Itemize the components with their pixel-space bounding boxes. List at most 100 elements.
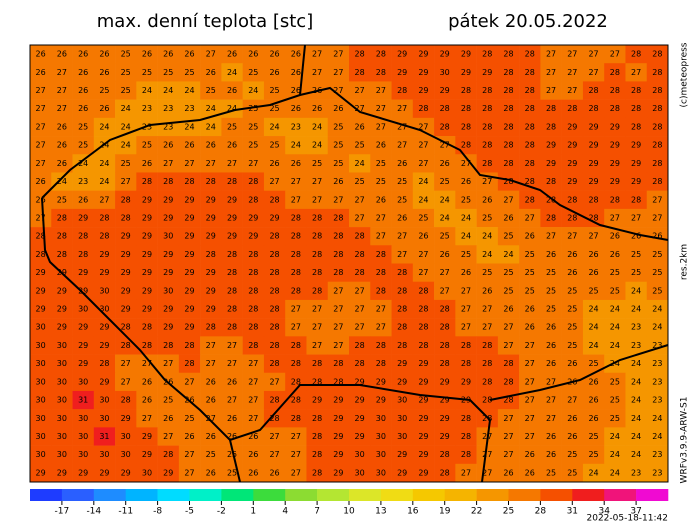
cell bbox=[625, 245, 648, 264]
cell-value: 27 bbox=[184, 468, 194, 477]
cell bbox=[391, 208, 414, 228]
cell-value: 29 bbox=[397, 377, 407, 386]
grid: 26 26 26 26 25 26 26 26 27 26 26 26 26 27 27 28 28 29 29 29… bbox=[30, 45, 669, 483]
cell-value: 27 bbox=[184, 159, 194, 168]
cell-value: 27 bbox=[355, 104, 365, 113]
cell-value: 29 bbox=[567, 122, 577, 131]
cell-value: 27 bbox=[184, 450, 194, 459]
cell-value: 24 bbox=[631, 450, 641, 459]
cell bbox=[370, 427, 392, 446]
cell-value: 27 bbox=[333, 86, 343, 95]
cell-value: 27 bbox=[397, 122, 407, 131]
cell-value: 30 bbox=[36, 414, 46, 423]
cell-value: 26 bbox=[546, 250, 556, 259]
cell-value: 24 bbox=[440, 195, 450, 204]
cell bbox=[327, 318, 350, 337]
cell-value: 27 bbox=[248, 396, 258, 405]
cell bbox=[242, 445, 265, 465]
cell bbox=[412, 372, 435, 392]
cell-value: 27 bbox=[482, 323, 492, 332]
cell-value: 29 bbox=[397, 468, 407, 477]
cell-value: 27 bbox=[312, 177, 322, 186]
cell-value: 27 bbox=[312, 323, 322, 332]
cell bbox=[519, 81, 541, 100]
cell-value: 29 bbox=[355, 396, 365, 405]
cell bbox=[412, 208, 435, 228]
cell-value: 28 bbox=[567, 213, 577, 222]
cell-value: 26 bbox=[546, 323, 556, 332]
cell bbox=[561, 190, 584, 210]
cell bbox=[200, 463, 222, 483]
cell bbox=[370, 445, 392, 465]
cell-value: 29 bbox=[333, 468, 343, 477]
cell bbox=[349, 190, 371, 210]
cell-value: 25 bbox=[355, 177, 365, 186]
colorbar-segment bbox=[253, 489, 286, 501]
cell bbox=[370, 81, 392, 100]
cell-value: 28 bbox=[525, 86, 535, 95]
cell bbox=[455, 263, 477, 283]
date: pátek 20.05.2022 bbox=[448, 11, 608, 32]
cell-value: 27 bbox=[121, 177, 131, 186]
cell-value: 27 bbox=[355, 86, 365, 95]
cell bbox=[200, 208, 222, 228]
cell-value: 24 bbox=[227, 68, 237, 77]
cell bbox=[51, 45, 73, 64]
cell bbox=[540, 318, 562, 337]
cell bbox=[561, 299, 584, 319]
cell bbox=[242, 336, 265, 355]
cell-value: 26 bbox=[546, 432, 556, 441]
cell bbox=[434, 99, 456, 119]
cell-value: 28 bbox=[652, 177, 662, 186]
cell bbox=[434, 372, 456, 392]
cell bbox=[327, 409, 350, 428]
cell bbox=[540, 154, 562, 173]
cell-value: 27 bbox=[525, 359, 535, 368]
cell-value: 29 bbox=[631, 141, 641, 150]
cell-value: 27 bbox=[567, 86, 577, 95]
cell-value: 27 bbox=[312, 50, 322, 59]
cell bbox=[242, 227, 265, 246]
cell bbox=[582, 63, 605, 82]
cell-value: 28 bbox=[482, 159, 492, 168]
colorbar-segment bbox=[572, 489, 605, 501]
cell bbox=[327, 354, 350, 374]
cell-value: 28 bbox=[418, 341, 428, 350]
cell-value: 28 bbox=[227, 305, 237, 314]
cell bbox=[263, 463, 286, 483]
cell-value: 27 bbox=[227, 341, 237, 350]
cell bbox=[349, 45, 371, 64]
cell-value: 23 bbox=[631, 323, 641, 332]
colorbar-segment bbox=[61, 489, 95, 501]
cell-value: 28 bbox=[269, 305, 279, 314]
cell bbox=[242, 117, 265, 137]
cell bbox=[519, 245, 541, 264]
cell bbox=[582, 136, 605, 155]
cell bbox=[306, 45, 329, 64]
cell bbox=[263, 117, 286, 137]
cell-value: 29 bbox=[184, 268, 194, 277]
cell bbox=[157, 154, 180, 173]
cell-value: 27 bbox=[333, 195, 343, 204]
cell bbox=[497, 154, 520, 173]
cell-value: 28 bbox=[184, 177, 194, 186]
cell-value: 28 bbox=[631, 122, 641, 131]
cell-value: 26 bbox=[57, 141, 67, 150]
cell bbox=[51, 390, 73, 410]
cell bbox=[646, 99, 669, 119]
cell-value: 25 bbox=[567, 286, 577, 295]
cell bbox=[242, 245, 265, 264]
cell-value: 28 bbox=[227, 250, 237, 259]
cell-value: 26 bbox=[227, 141, 237, 150]
cell bbox=[391, 227, 414, 246]
colorbar-segment bbox=[349, 489, 382, 501]
cell-value: 28 bbox=[269, 232, 279, 241]
cell-value: 28 bbox=[269, 286, 279, 295]
cell-value: 28 bbox=[418, 305, 428, 314]
cell-value: 29 bbox=[142, 450, 152, 459]
cell bbox=[93, 281, 116, 301]
cell-value: 28 bbox=[163, 450, 173, 459]
cell-value: 28 bbox=[206, 177, 216, 186]
cell-value: 29 bbox=[588, 122, 598, 131]
